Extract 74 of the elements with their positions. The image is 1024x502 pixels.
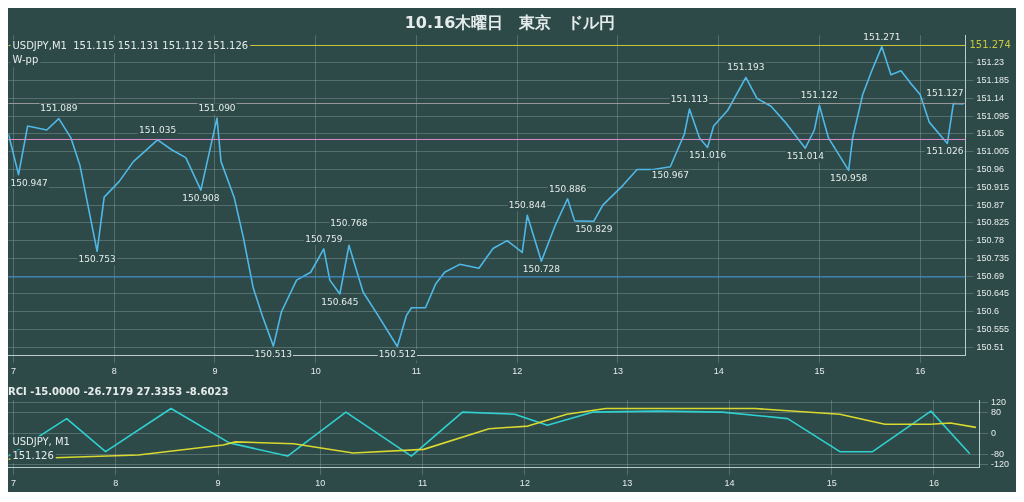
annotation: 150.829 — [575, 224, 613, 235]
annotation: 151.016 — [688, 150, 727, 161]
x-tick-label: 11 — [417, 478, 428, 489]
x-tick-label: 15 — [814, 366, 825, 377]
annotation: 150.759 — [305, 233, 343, 244]
x-tick-label: 14 — [713, 366, 724, 377]
y-tick-label: 151.05 — [976, 128, 1004, 139]
y-tick-label: 151.095 — [976, 110, 1010, 121]
ref-line-label: 151.274 — [969, 39, 1011, 51]
annotation: 150.512 — [378, 349, 416, 360]
annotation: 151.035 — [138, 124, 177, 135]
annotation: 151.122 — [800, 90, 839, 101]
x-tick-label: 8 — [113, 478, 119, 489]
x-tick-label: 9 — [212, 366, 218, 377]
y-tick-label: 151.185 — [976, 75, 1010, 86]
y-tick-label: 120 — [990, 397, 1007, 408]
y-tick-label: 150.87 — [976, 199, 1004, 210]
x-tick-label: 15 — [826, 478, 837, 489]
annotation: 151.127 — [926, 88, 964, 99]
y-tick-label: 150.78 — [976, 235, 1004, 246]
annotation: 150.967 — [651, 169, 689, 180]
x-tick-label: 16 — [915, 366, 926, 377]
annotation: 151.193 — [727, 62, 765, 73]
annotation: USDJPY, M1 — [12, 435, 70, 447]
y-tick-label: 150.825 — [976, 217, 1010, 228]
x-tick-label: 8 — [111, 366, 117, 377]
annotation: 150.513 — [254, 348, 293, 359]
x-tick-label: 10 — [315, 478, 326, 489]
annotation: 150.958 — [830, 173, 868, 184]
annotation: 150.728 — [522, 264, 561, 275]
x-tick-label: 13 — [622, 478, 633, 489]
annotation: 151.090 — [198, 103, 236, 114]
annotation: USDJPY,M1 151.115 151.131 151.112 151.126 — [12, 39, 249, 51]
x-tick-label: 14 — [724, 478, 735, 489]
x-tick-label: 16 — [928, 478, 939, 489]
x-tick-label: 12 — [519, 478, 530, 489]
x-tick-label: 12 — [512, 366, 523, 377]
annotation: 151.126 — [12, 449, 54, 461]
y-tick-label: 150.96 — [976, 164, 1004, 175]
x-tick-label: 7 — [10, 478, 17, 489]
y-tick-label: 150.555 — [976, 324, 1010, 335]
y-tick-label: -120 — [990, 459, 1009, 470]
x-tick-label: 7 — [10, 366, 17, 377]
annotation: 151.014 — [786, 151, 825, 162]
annotation: 151.271 — [863, 31, 901, 42]
annotation: 150.768 — [330, 218, 368, 229]
y-tick-label: 151.14 — [976, 92, 1004, 103]
y-tick-label: 151.23 — [976, 57, 1004, 68]
annotation: 151.026 — [926, 146, 964, 157]
x-tick-label: 11 — [411, 366, 422, 377]
annotation: 150.908 — [182, 192, 220, 203]
chart-title: 10.16木曜日 東京 ドル円 — [404, 12, 616, 32]
y-tick-label: 150.69 — [976, 270, 1004, 281]
annotation: W-pp — [12, 53, 39, 65]
y-tick-label: 151.005 — [976, 146, 1010, 157]
y-tick-label: 0 — [990, 428, 996, 439]
x-tick-label: 10 — [310, 366, 321, 377]
annotation: 150.844 — [508, 200, 547, 211]
annotation: 150.947 — [10, 177, 48, 188]
annotation: 151.113 — [670, 93, 709, 104]
y-tick-label: -80 — [990, 448, 1004, 459]
annotation: 150.886 — [548, 183, 587, 194]
x-tick-label: 9 — [215, 478, 221, 489]
y-tick-label: 150.6 — [976, 306, 999, 317]
annotation: 150.645 — [321, 296, 359, 307]
y-tick-label: 150.645 — [976, 288, 1010, 299]
y-tick-label: 150.51 — [976, 341, 1004, 352]
y-tick-label: 80 — [990, 407, 1001, 418]
annotation: 150.753 — [78, 254, 116, 265]
y-tick-label: 150.735 — [976, 252, 1010, 263]
annotation: 151.089 — [40, 103, 78, 114]
chart-title: RCI -15.0000 -26.7179 27.3353 -8.6023 — [8, 385, 229, 397]
x-tick-label: 13 — [612, 366, 623, 377]
y-tick-label: 150.915 — [976, 181, 1010, 192]
